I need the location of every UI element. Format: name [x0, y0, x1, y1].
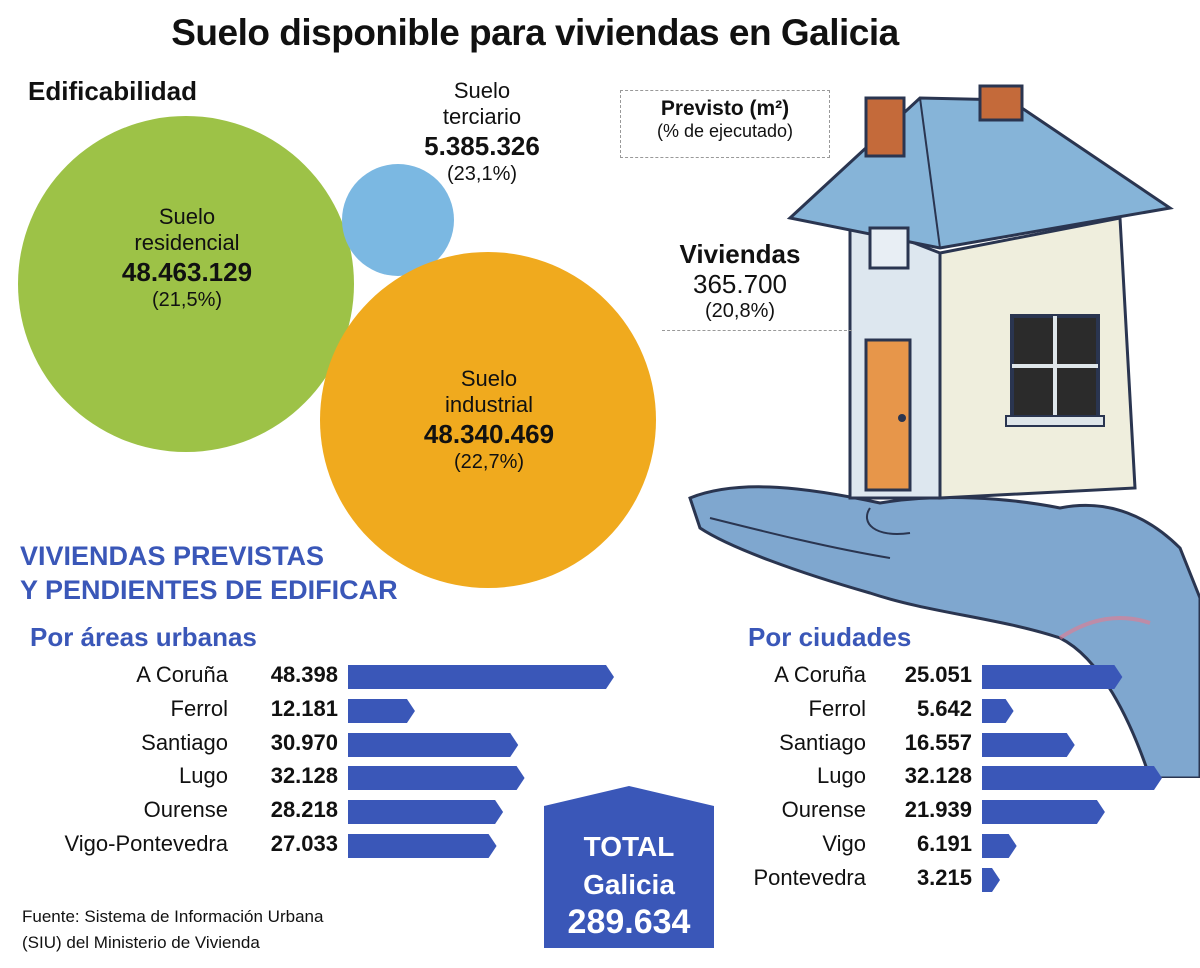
bar-shape	[982, 834, 1017, 858]
total-line2: Galicia	[583, 869, 675, 900]
bar-shape	[348, 665, 614, 689]
bar-value-label: 3.215	[916, 864, 972, 890]
bubble-label-residencial: Suelo residencial 48.463.129 (21,5%)	[72, 204, 302, 312]
bar	[982, 800, 1105, 825]
legend-box: Previsto (m²) (% de ejecutado)	[620, 90, 830, 158]
bar	[982, 766, 1162, 791]
bar-category-label: Lugo	[179, 763, 228, 789]
bar	[982, 834, 1017, 858]
bar-shape	[348, 834, 497, 858]
bar-value-label: 28.218	[270, 797, 338, 823]
residencial-name-2: residencial	[134, 230, 240, 256]
bar	[348, 665, 614, 689]
bar	[348, 800, 504, 825]
bar-value-label: 21.939	[904, 797, 972, 823]
industrial-pct: (22,7%)	[453, 450, 525, 473]
bar-value-label: 30.970	[270, 729, 338, 755]
bar-category-label: Vigo-Pontevedra	[64, 831, 229, 856]
viviendas-name: Viviendas	[679, 239, 801, 269]
bar-value-label: 12.181	[270, 695, 338, 721]
bar-shape	[982, 732, 1075, 757]
bar-category-label: Ourense	[143, 797, 228, 823]
bar	[982, 665, 1123, 689]
bar-value-label: 32.128	[270, 763, 338, 789]
section-title: VIVIENDAS PREVISTAS Y PENDIENTES DE EDIF…	[20, 540, 398, 608]
bar-shape	[982, 867, 1001, 892]
bar-shape	[982, 665, 1123, 689]
bubble-section-title: Edificabilidad	[28, 76, 198, 106]
ciudades-title: Por ciudades	[748, 622, 912, 652]
terciario-name-2: terciario	[442, 104, 522, 130]
residencial-value: 48.463.129	[121, 256, 253, 287]
bar	[348, 698, 415, 723]
viviendas-pct: (20,8%)	[704, 299, 776, 322]
bubble-residencial	[18, 116, 354, 452]
bar	[348, 732, 519, 757]
bar-category-label: Ferrol	[170, 695, 228, 721]
bar	[982, 732, 1075, 757]
terciario-value: 5.385.326	[424, 130, 540, 161]
industrial-value: 48.340.469	[423, 418, 555, 449]
viviendas-value: 365.700	[693, 268, 787, 299]
industrial-name-2: industrial	[444, 392, 534, 418]
bar-category-label: Santiago	[141, 729, 228, 755]
bar-category-label: Ourense	[781, 797, 866, 823]
bar-shape	[348, 732, 519, 757]
bar	[348, 766, 525, 791]
bar-value-label: 16.557	[904, 729, 972, 755]
section-title-line2: Y PENDIENTES DE EDIFICAR	[20, 574, 398, 605]
source-line1: Fuente: Sistema de Información Urbana	[22, 907, 324, 926]
terciario-pct: (23,1%)	[446, 162, 518, 185]
bar-category-label: Vigo	[822, 831, 866, 856]
bar-shape	[982, 766, 1162, 791]
bar	[982, 698, 1014, 723]
legend-subtitle: (% de ejecutado)	[656, 121, 794, 141]
industrial-name-1: Suelo	[460, 366, 518, 391]
bubble-label-terciario: Suelo terciario 5.385.326 (23,1%)	[392, 78, 572, 186]
total-value: 289.634	[567, 903, 691, 941]
residencial-pct: (21,5%)	[151, 288, 223, 311]
bar-category-label: A Coruña	[774, 662, 866, 687]
residencial-name-1: Suelo	[158, 204, 216, 229]
bubble-label-industrial: Suelo industrial 48.340.469 (22,7%)	[374, 366, 604, 474]
bar	[982, 867, 1001, 892]
bar-category-label: Santiago	[779, 729, 866, 755]
legend-title: Previsto (m²)	[660, 97, 790, 120]
house-on-hand-illustration	[688, 84, 1200, 778]
bubble-industrial	[320, 252, 656, 588]
areas-title: Por áreas urbanas	[30, 622, 257, 652]
bar-value-label: 6.191	[916, 831, 972, 856]
bar-category-label: A Coruña	[136, 662, 228, 687]
source-line2: (SIU) del Ministerio de Vivienda	[22, 932, 260, 952]
bar-shape	[348, 800, 504, 825]
total-line1: TOTAL	[583, 831, 675, 862]
page-title: Suelo disponible para viviendas en Galic…	[171, 12, 899, 53]
bar-shape	[982, 800, 1105, 825]
bar-category-label: Ferrol	[808, 695, 866, 721]
bar-shape	[982, 698, 1014, 723]
bar-value-label: 48.398	[270, 662, 338, 687]
bar-value-label: 32.128	[904, 763, 972, 789]
total-box: TOTAL Galicia 289.634	[544, 786, 714, 948]
total-box-shape	[544, 786, 714, 948]
section-title-line1: VIVIENDAS PREVISTAS	[20, 541, 325, 571]
terciario-name-1: Suelo	[453, 78, 511, 103]
bar-category-label: Pontevedra	[753, 864, 866, 890]
bar-category-label: Lugo	[817, 763, 866, 789]
source-note: Fuente: Sistema de Información Urbana (S…	[22, 904, 323, 955]
bar-value-label: 25.051	[904, 662, 972, 687]
bubble-terciario	[342, 164, 454, 276]
bar	[348, 834, 497, 858]
bar-value-label: 5.642	[916, 695, 972, 721]
bar-shape	[348, 698, 415, 723]
viviendas-label: Viviendas 365.700 (20,8%)	[660, 239, 820, 323]
viviendas-leader-line	[662, 330, 852, 331]
bar-value-label: 27.033	[270, 831, 338, 856]
bar-shape	[348, 766, 525, 791]
